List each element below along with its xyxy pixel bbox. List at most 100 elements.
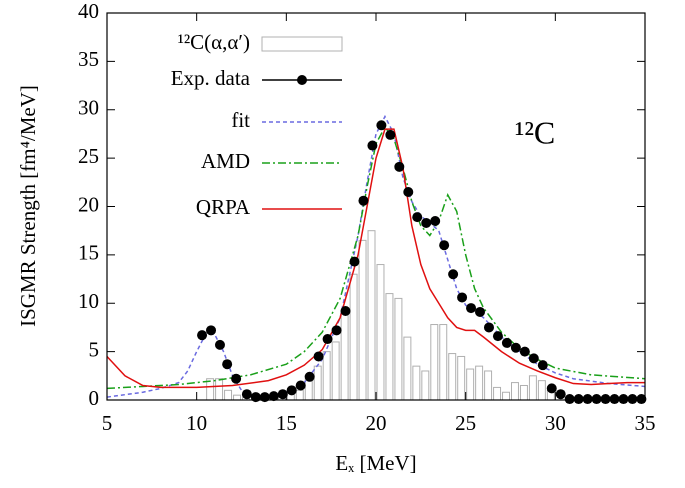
data-point bbox=[241, 389, 252, 400]
data-point bbox=[313, 351, 324, 362]
curve bbox=[106, 128, 645, 389]
data-point bbox=[340, 305, 351, 316]
histogram-bar bbox=[519, 384, 528, 401]
histogram-bar bbox=[295, 389, 304, 401]
histogram-bar bbox=[466, 368, 475, 401]
x-axis-label: Eₓ [MeV] bbox=[335, 451, 416, 475]
y-axis-label: ISGMR Strength [fm⁴/MeV] bbox=[16, 85, 40, 327]
data-point bbox=[376, 120, 387, 131]
histogram-bar bbox=[313, 365, 322, 401]
y-tick-label: 15 bbox=[78, 241, 99, 265]
data-point bbox=[358, 195, 369, 206]
data-point bbox=[349, 256, 360, 267]
data-point bbox=[483, 322, 494, 333]
data-point bbox=[268, 391, 279, 402]
data-point bbox=[475, 306, 486, 317]
data-point bbox=[206, 325, 217, 336]
histogram-bar bbox=[367, 230, 376, 401]
data-point bbox=[286, 385, 297, 396]
data-point bbox=[564, 394, 575, 405]
histogram-bar bbox=[322, 351, 331, 401]
histogram-bar bbox=[304, 378, 313, 401]
histogram-bar bbox=[376, 264, 385, 401]
data-point bbox=[439, 240, 450, 251]
data-point bbox=[501, 337, 512, 348]
data-point bbox=[618, 394, 629, 405]
histogram-bar bbox=[475, 365, 484, 401]
legend-label: ¹²C(α,α′) bbox=[178, 30, 250, 54]
histogram-bar bbox=[394, 297, 403, 401]
x-tick-label: 35 bbox=[635, 411, 656, 435]
data-point bbox=[448, 269, 459, 280]
histogram-bar bbox=[331, 341, 340, 401]
y-tick-label: 40 bbox=[78, 0, 99, 23]
histogram-bar bbox=[493, 386, 502, 401]
y-tick-label: 25 bbox=[78, 144, 99, 168]
data-point bbox=[231, 373, 242, 384]
data-point bbox=[331, 325, 342, 336]
data-point bbox=[528, 353, 539, 364]
data-point bbox=[421, 217, 432, 228]
y-tick-label: 30 bbox=[78, 96, 99, 120]
data-point bbox=[492, 331, 503, 342]
x-tick-label: 30 bbox=[545, 411, 566, 435]
histogram-bar bbox=[421, 370, 430, 401]
y-tick-label: 0 bbox=[89, 386, 100, 410]
legend-label: Exp. data bbox=[171, 66, 251, 90]
histogram-bar bbox=[385, 293, 394, 401]
data-point bbox=[322, 334, 333, 345]
data-point bbox=[546, 383, 557, 394]
data-point bbox=[573, 394, 584, 405]
histogram-bar bbox=[340, 312, 349, 401]
y-tick-label: 35 bbox=[78, 47, 99, 71]
data-point bbox=[304, 371, 315, 382]
data-point bbox=[519, 346, 530, 357]
data-point bbox=[636, 394, 647, 405]
legend-label: QRPA bbox=[196, 195, 251, 219]
data-point bbox=[609, 394, 620, 405]
data-point bbox=[537, 360, 548, 371]
data-point bbox=[367, 140, 378, 151]
data-point bbox=[430, 216, 441, 227]
data-point bbox=[214, 339, 225, 350]
legend-swatch bbox=[297, 75, 307, 85]
histogram-bar bbox=[537, 380, 546, 401]
histogram-bar bbox=[224, 389, 233, 401]
histogram-bar bbox=[412, 365, 421, 401]
y-tick-label: 10 bbox=[78, 289, 99, 313]
data-point bbox=[277, 389, 288, 400]
curve bbox=[106, 125, 646, 390]
histogram-bar bbox=[528, 375, 537, 401]
data-point bbox=[591, 394, 602, 405]
data-point bbox=[394, 161, 405, 172]
histogram-bar bbox=[233, 394, 242, 401]
data-point bbox=[600, 394, 611, 405]
data-point bbox=[555, 389, 566, 400]
histogram-bar bbox=[439, 324, 448, 401]
histogram-bar bbox=[502, 391, 510, 401]
histogram-bar bbox=[511, 382, 519, 401]
legend-label: fit bbox=[231, 108, 250, 132]
x-tick-label: 10 bbox=[186, 411, 207, 435]
data-point bbox=[295, 380, 306, 391]
data-point bbox=[627, 394, 638, 405]
histogram-bar bbox=[484, 370, 493, 401]
legend-panel bbox=[128, 29, 348, 59]
data-point bbox=[510, 342, 521, 353]
histogram-bar bbox=[448, 353, 457, 401]
data-point bbox=[582, 394, 593, 405]
data-point bbox=[197, 330, 208, 341]
x-tick-label: 5 bbox=[102, 411, 113, 435]
histogram-bar bbox=[358, 239, 367, 401]
histogram-bar bbox=[349, 273, 358, 401]
x-tick-label: 20 bbox=[366, 411, 387, 435]
histogram-bar bbox=[457, 355, 466, 401]
y-tick-label: 5 bbox=[89, 337, 100, 361]
legend-swatch bbox=[261, 36, 343, 52]
data-point bbox=[222, 359, 233, 370]
data-point bbox=[403, 186, 414, 197]
x-tick-label: 15 bbox=[276, 411, 297, 435]
histogram-bar bbox=[215, 378, 224, 401]
